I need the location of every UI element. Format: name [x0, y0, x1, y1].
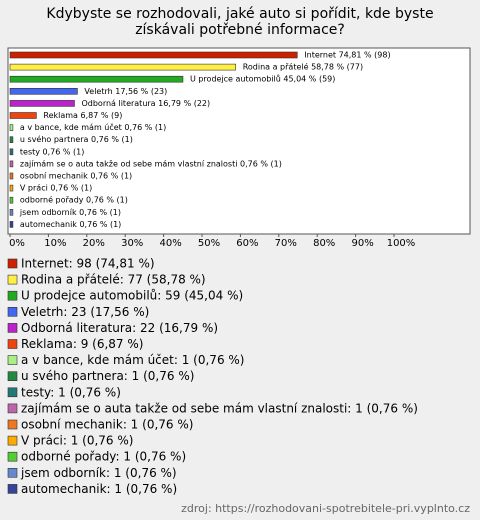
legend-label: Veletrh: 23 (17,56 %): [21, 305, 149, 319]
legend-label: jsem odborník: 1 (0,76 %): [20, 466, 177, 480]
x-tick-label: 90%: [351, 238, 373, 249]
legend-swatch: [7, 306, 18, 317]
legend-swatch: [7, 274, 18, 285]
bar: [9, 88, 78, 95]
bar-label: testy 0,76 % (1): [20, 147, 84, 156]
legend-swatch: [7, 451, 18, 462]
legend-swatch: [7, 290, 18, 301]
x-tick-label: 20%: [83, 238, 105, 249]
legend-swatch: [7, 323, 18, 333]
legend-label: U prodejce automobilů: 59 (45,04 %): [21, 289, 243, 303]
legend-label: automechanik: 1 (0,76 %): [21, 482, 177, 496]
bar: [9, 124, 14, 131]
source: zdroj: https://rozhodovani-spotrebitele-…: [181, 502, 470, 515]
legend-label: osobní mechanik: 1 (0,76 %): [21, 418, 193, 432]
legend-label: Internet: 98 (74,81 %): [21, 257, 155, 271]
legend-swatch: [7, 371, 18, 382]
legend-swatch: [7, 467, 18, 478]
bar-label: Odborná literatura 16,79 % (22): [81, 99, 210, 108]
bar-label: a v bance, kde mám účet 0,76 % (1): [20, 122, 166, 132]
chart-title: Kdybyste se rozhodovali, jaké auto si po…: [46, 6, 434, 38]
legend-label: u svého partnera: 1 (0,76 %): [21, 369, 194, 383]
bar: [9, 196, 14, 204]
bar: [9, 172, 14, 180]
legend-swatch: [7, 258, 18, 269]
legend-label: Reklama: 9 (6,87 %): [21, 337, 143, 351]
bar-label: Rodina a přátelé 58,78 % (77): [243, 62, 363, 72]
legend-label: testy: 1 (0,76 %): [21, 385, 121, 399]
bar-label: jsem odborník 0,76 % (1): [19, 208, 121, 217]
bar-label: Internet 74,81 % (98): [304, 51, 390, 60]
legend-swatch: [7, 387, 18, 398]
bar: [9, 160, 14, 168]
bar: [9, 221, 14, 228]
x-tick-label: 70%: [275, 238, 297, 249]
bar: [9, 51, 298, 59]
bar-label: Veletrh 17,56 % (23): [84, 87, 167, 96]
bar-label: V práci 0,76 % (1): [20, 184, 92, 193]
x-tick-label: 100%: [387, 238, 416, 249]
bar-label: Reklama 6,87 % (9): [43, 111, 122, 120]
bar-label: U prodejce automobilů 45,04 % (59): [190, 74, 335, 84]
bar: [9, 112, 37, 119]
bar-label: osobní mechanik 0,76 % (1): [20, 172, 132, 181]
bar: [9, 63, 237, 71]
bar-label: odborné pořady 0,76 % (1): [20, 195, 128, 205]
legend-swatch: [7, 484, 18, 494]
x-tick-label: 10%: [44, 238, 66, 249]
legend-label: Rodina a přátelé: 77 (58,78 %): [21, 273, 206, 287]
bar-label: u svého partnera 0,76 % (1): [20, 134, 133, 144]
bar-label: automechanik 0,76 % (1): [20, 220, 121, 229]
bar: [9, 148, 14, 156]
legend-swatch: [7, 435, 18, 446]
legend-swatch: [7, 403, 18, 414]
bar: [9, 209, 14, 216]
bar: [9, 75, 184, 83]
x-tick-label: 30%: [121, 238, 143, 249]
x-tick-label: 80%: [313, 238, 335, 249]
bar-label: zajímám se o auta takže od sebe mám vlas…: [20, 159, 282, 168]
x-tick-label: 0%: [9, 238, 25, 249]
legend-swatch: [7, 355, 18, 365]
x-tick-label: 60%: [236, 238, 258, 249]
legend-label: V práci: 1 (0,76 %): [21, 434, 133, 448]
bar: [9, 184, 14, 192]
legend-swatch: [7, 339, 18, 349]
legend-label: zajímám se o auta takže od sebe mám vlas…: [21, 401, 418, 415]
legend-swatch: [7, 419, 18, 430]
bar: [9, 136, 14, 143]
legend-label: Odborná literatura: 22 (16,79 %): [21, 321, 218, 335]
x-tick-label: 40%: [159, 238, 181, 249]
bar: [9, 100, 75, 107]
legend-label: odborné pořady: 1 (0,76 %): [21, 450, 186, 464]
x-tick-label: 50%: [198, 238, 220, 249]
legend-label: a v bance, kde mám účet: 1 (0,76 %): [21, 353, 244, 367]
